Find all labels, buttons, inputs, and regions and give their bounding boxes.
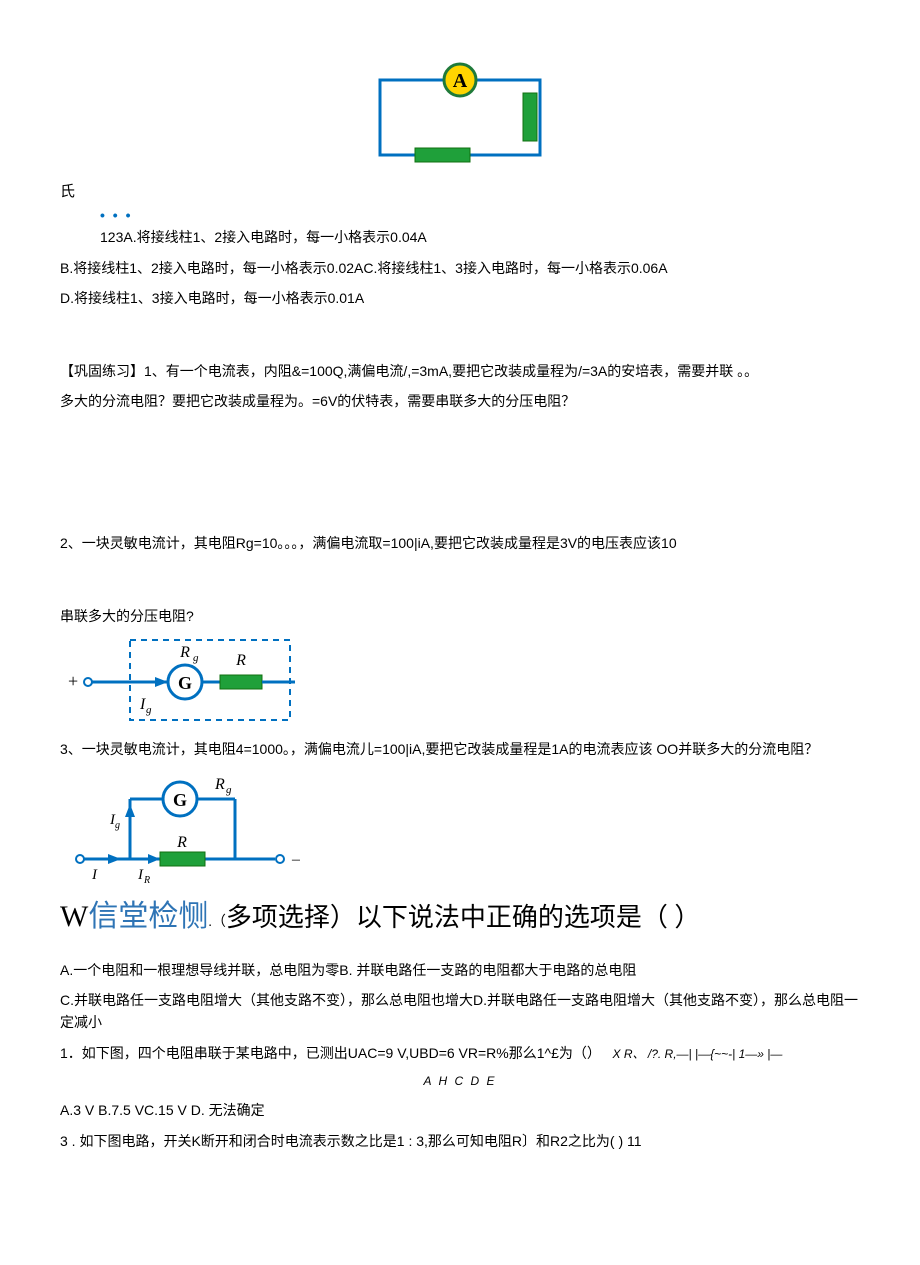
- svg-text:G: G: [178, 673, 192, 693]
- option-d-text: D.将接线柱1、3接入电路时，每一小格表示0.01A: [60, 287, 860, 309]
- svg-text:I: I: [137, 867, 144, 883]
- svg-text:R: R: [235, 652, 246, 669]
- practice-q2: 2、一块灵敏电流计，其电阻Rg=10。。。，满偏电流取=100|iA,要把它改装…: [60, 532, 860, 554]
- practice-label: 【巩固练习】: [60, 363, 144, 379]
- practice-q1: 1、有一个电流表，内阻&=100Q,满偏电流/,=3mA,要把它改装成量程为/=…: [144, 363, 758, 379]
- option-a-line: 123A.将接线柱1、2接入电路时，每一小格表示0.04A: [100, 226, 860, 248]
- svg-text:I: I: [139, 696, 146, 713]
- svg-text:g: g: [146, 704, 152, 716]
- option-b-c-text: B.将接线柱1、2接入电路时，每一小格表示0.02AC.将接线柱1、3接入电路时…: [60, 257, 860, 279]
- svg-text:R: R: [214, 776, 225, 793]
- parallel-circuit-diagram: G R g R — I g I I R: [60, 769, 300, 889]
- section-heading: W信堂检恻.（多项选择）以下说法中正确的选项是（ ）: [60, 893, 860, 941]
- svg-text:g: g: [226, 784, 232, 796]
- practice-q3-text: 3、一块灵敏电流计，其电阻4=1000。，满偏电流儿=100|iA,要把它改装成…: [60, 741, 818, 757]
- svg-text:G: G: [173, 790, 187, 810]
- mc-option-c-d: C.并联电路任一支路电阻增大（其他支路不变），那么总电阻也增大D.并联电路任一支…: [60, 989, 860, 1034]
- q2-main: 1．如下图，四个电阻串联于某电路中，已测出UAC=9 V,UBD=6 VR=R%…: [60, 1045, 601, 1061]
- svg-text:g: g: [193, 652, 199, 664]
- svg-text:I: I: [91, 867, 98, 883]
- heading-small: .（: [208, 915, 226, 930]
- practice-q1-line2: 多大的分流电阻？要把它改装成量程为。=6V的伏特表，需要串联多大的分压电阻？: [60, 390, 860, 412]
- svg-text:A: A: [453, 70, 468, 92]
- option-a-text: 将接线柱1、2接入电路时，每一小格表示0.04A: [137, 229, 427, 245]
- q2-row2: A H C D E: [60, 1072, 860, 1091]
- svg-text:R: R: [176, 834, 187, 851]
- series-caption: 串联多大的分压电阻?: [60, 605, 860, 627]
- option-a-prefix: 123A.: [100, 229, 137, 245]
- shi-text: 氏: [60, 180, 860, 204]
- heading-rest: 多项选择）以下说法中正确的选项是（ ）: [226, 903, 701, 932]
- practice-q3: 3、一块灵敏电流计，其电阻4=1000。，满偏电流儿=100|iA,要把它改装成…: [60, 738, 860, 760]
- svg-text:+: +: [68, 671, 78, 691]
- svg-text:R: R: [179, 644, 190, 661]
- mc-option-a-b: A.一个电阻和一根理想导线并联，总电阻为零B. 并联电路任一支路的电阻都大于电路…: [60, 959, 860, 981]
- ammeter-circuit-diagram: A: [360, 60, 560, 170]
- q2-options: A.3 V B.7.5 VC.15 V D. 无法确定: [60, 1099, 860, 1121]
- svg-text:g: g: [115, 820, 120, 831]
- q3-text: 3 . 如下图电路，开关K断开和闭合时电流表示数之比是1 : 3,那么可知电阻R…: [60, 1130, 860, 1152]
- series-circuit-diagram: + G R g R I g: [60, 635, 300, 730]
- dots-text: • • •: [100, 204, 860, 226]
- q2-right: X R、 /?. R,—| |—{~~-| 1—» |—: [613, 1047, 783, 1061]
- heading-blue: 信堂检恻: [88, 900, 208, 933]
- heading-w: W: [60, 900, 88, 933]
- q2-row: 1．如下图，四个电阻串联于某电路中，已测出UAC=9 V,UBD=6 VR=R%…: [60, 1042, 860, 1064]
- svg-text:—: —: [291, 851, 300, 868]
- svg-text:R: R: [143, 875, 150, 886]
